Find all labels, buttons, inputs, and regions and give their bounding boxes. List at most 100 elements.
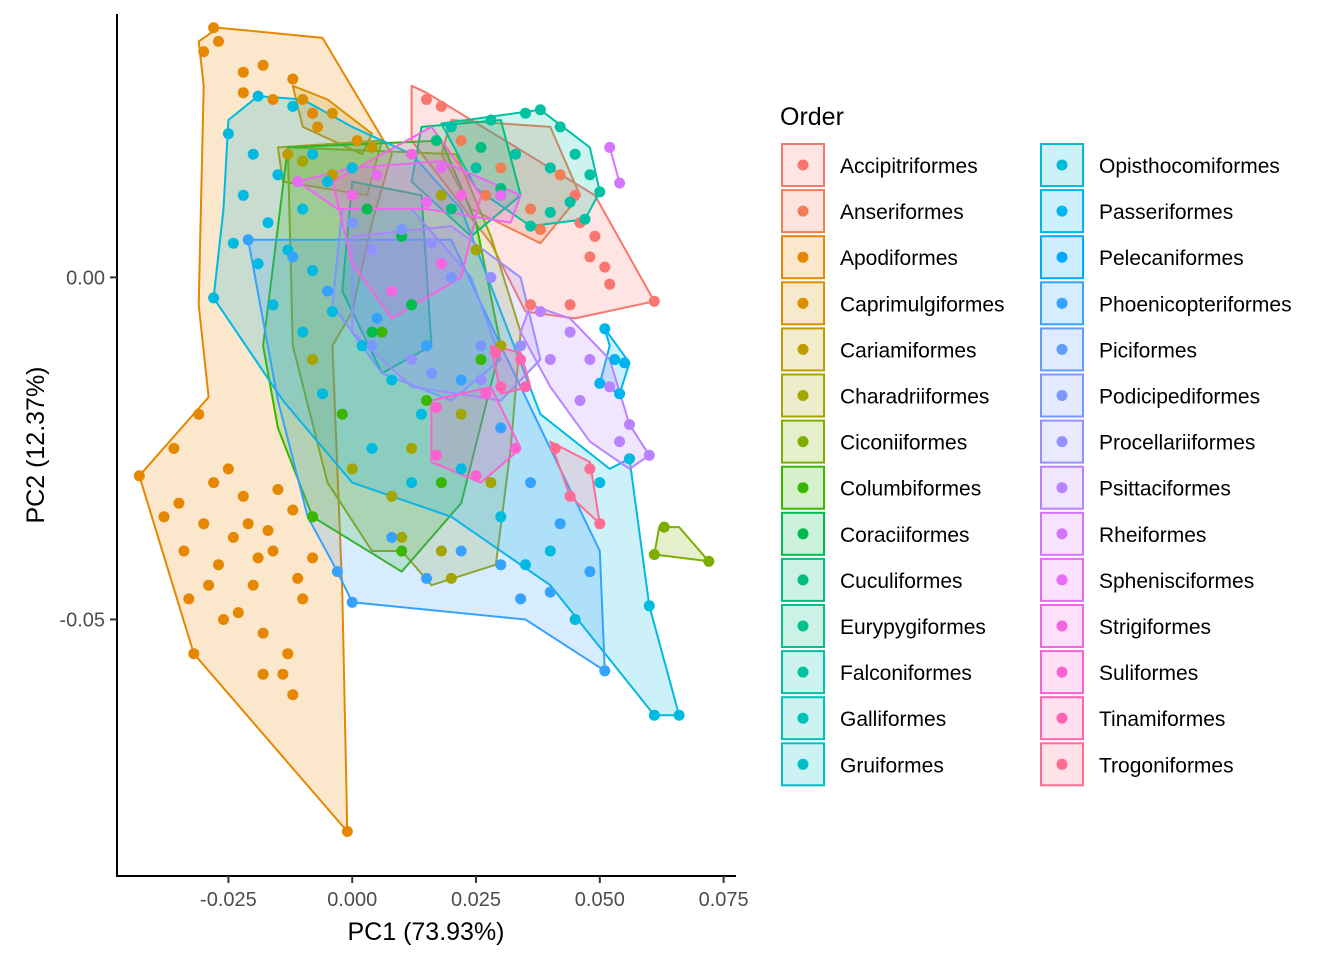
point-suliformes: [510, 442, 522, 454]
point-apodiformes: [198, 518, 210, 530]
point-procellariiformes: [475, 374, 487, 386]
legend-key-dot: [797, 159, 809, 171]
legend-item-gruiformes: Gruiformes: [781, 742, 944, 787]
point-galliformes: [520, 107, 531, 119]
point-apodiformes: [222, 463, 234, 475]
legend-item-strigiformes: Strigiformes: [1040, 604, 1211, 648]
point-accipitriformes: [604, 278, 616, 290]
point-pelecaniformes: [619, 357, 631, 369]
point-passeriformes: [346, 162, 358, 174]
point-trogoniformes: [584, 463, 596, 475]
point-passeriformes: [520, 559, 531, 571]
legend-title: Order: [780, 103, 844, 131]
point-apodiformes: [178, 545, 190, 557]
legend-label: Sphenisciformes: [1099, 570, 1254, 593]
legend-key: [781, 143, 825, 187]
point-sphenisciformes: [371, 169, 383, 181]
point-procellariiformes: [366, 244, 378, 256]
legend-label: Coraciiformes: [840, 524, 970, 547]
point-coraciiformes: [406, 299, 418, 311]
point-piciformes: [386, 531, 398, 543]
legend-key-dot: [797, 482, 809, 494]
legend-label: Falconiformes: [840, 662, 972, 685]
point-piciformes: [544, 586, 556, 598]
legend-item-passeriformes: Passeriformes: [1040, 189, 1233, 234]
point-passeriformes: [272, 169, 284, 181]
legend-key-dot: [1056, 390, 1068, 401]
legend-item-eurypygiformes: Eurypygiformes: [781, 604, 986, 648]
point-psittaciformes: [624, 419, 635, 430]
point-passeriformes: [227, 237, 239, 249]
point-passeriformes: [222, 128, 234, 140]
point-passeriformes: [297, 326, 309, 338]
point-apodiformes: [307, 552, 319, 564]
legend-label: Ciconiiformes: [840, 432, 967, 455]
point-accipitriformes: [421, 94, 432, 105]
legend-key-dot: [797, 666, 809, 678]
point-galliformes: [470, 162, 482, 174]
legend-label: Charadriiformes: [840, 386, 989, 409]
point-piciformes: [346, 596, 358, 608]
point-psittaciformes: [643, 449, 655, 461]
legend-item-procellariiformes: Procellariiformes: [1040, 419, 1255, 464]
point-piciformes: [584, 566, 596, 578]
point-columbiformes: [475, 354, 487, 365]
point-apodiformes: [287, 73, 299, 85]
point-charadriiformes: [445, 572, 457, 584]
point-passeriformes: [317, 388, 328, 400]
legend-item-charadriiformes: Charadriiformes: [781, 373, 989, 418]
legend-key-dot: [797, 436, 809, 448]
point-galliformes: [579, 213, 591, 225]
point-passeriformes: [252, 258, 264, 270]
point-accipitriformes: [589, 230, 601, 242]
legend-item-accipitriformes: Accipitriformes: [781, 143, 978, 187]
x-axis-title: PC1 (73.93%): [347, 918, 504, 946]
legend-label: Opisthocomiformes: [1099, 155, 1280, 178]
x-tick-label: 0.075: [699, 889, 749, 911]
legend-label: Psittaciformes: [1099, 478, 1231, 501]
point-columbiformes: [336, 408, 348, 420]
point-procellariiformes: [406, 354, 418, 365]
point-podicipediformes: [426, 367, 437, 379]
point-piciformes: [599, 665, 611, 677]
point-apodiformes: [227, 531, 239, 543]
point-suliformes: [470, 470, 482, 482]
legend-label: Phoenicopteriformes: [1099, 293, 1292, 316]
point-podicipediformes: [396, 224, 408, 235]
legend-item-piciformes: Piciformes: [1040, 327, 1197, 372]
legend-key: [1040, 696, 1084, 741]
hull-sphenisciformes: [296, 160, 522, 224]
point-apodiformes: [257, 627, 269, 639]
point-galliformes: [584, 169, 596, 181]
legend-label: Passeriformes: [1099, 201, 1233, 224]
point-charadriiformes: [470, 244, 482, 256]
point-apodiformes: [267, 545, 279, 557]
legend-key-dot: [797, 205, 809, 217]
point-charadriiformes: [485, 477, 497, 489]
point-charadriiformes: [455, 408, 467, 420]
legend-key-dot: [797, 758, 809, 770]
point-galliformes: [525, 220, 536, 232]
legend-key-dot: [1056, 666, 1068, 678]
point-accipitriformes: [525, 299, 536, 311]
point-piciformes: [371, 312, 383, 324]
legend-item-sphenisciformes: Sphenisciformes: [1040, 557, 1254, 602]
point-psittaciformes: [564, 326, 576, 338]
point-tinamiformes: [495, 381, 507, 393]
point-charadriiformes: [297, 155, 309, 167]
point-apodiformes: [158, 511, 170, 523]
point-anseriformes: [534, 224, 546, 235]
point-strigiformes: [435, 258, 447, 270]
point-charadriiformes: [346, 463, 358, 475]
point-anseriformes: [480, 189, 492, 201]
point-sphenisciformes: [292, 176, 304, 188]
legend-label: Columbiformes: [840, 478, 981, 501]
hull-columbiformes: [262, 139, 502, 573]
point-charadriiformes: [435, 545, 447, 557]
legend-key-dot: [1056, 436, 1068, 448]
point-galliformes: [554, 121, 566, 133]
y-tick-label: 0.00: [66, 267, 105, 289]
point-apodiformes: [267, 94, 279, 105]
point-accipitriformes: [564, 299, 576, 311]
legend-key-dot: [797, 251, 809, 263]
